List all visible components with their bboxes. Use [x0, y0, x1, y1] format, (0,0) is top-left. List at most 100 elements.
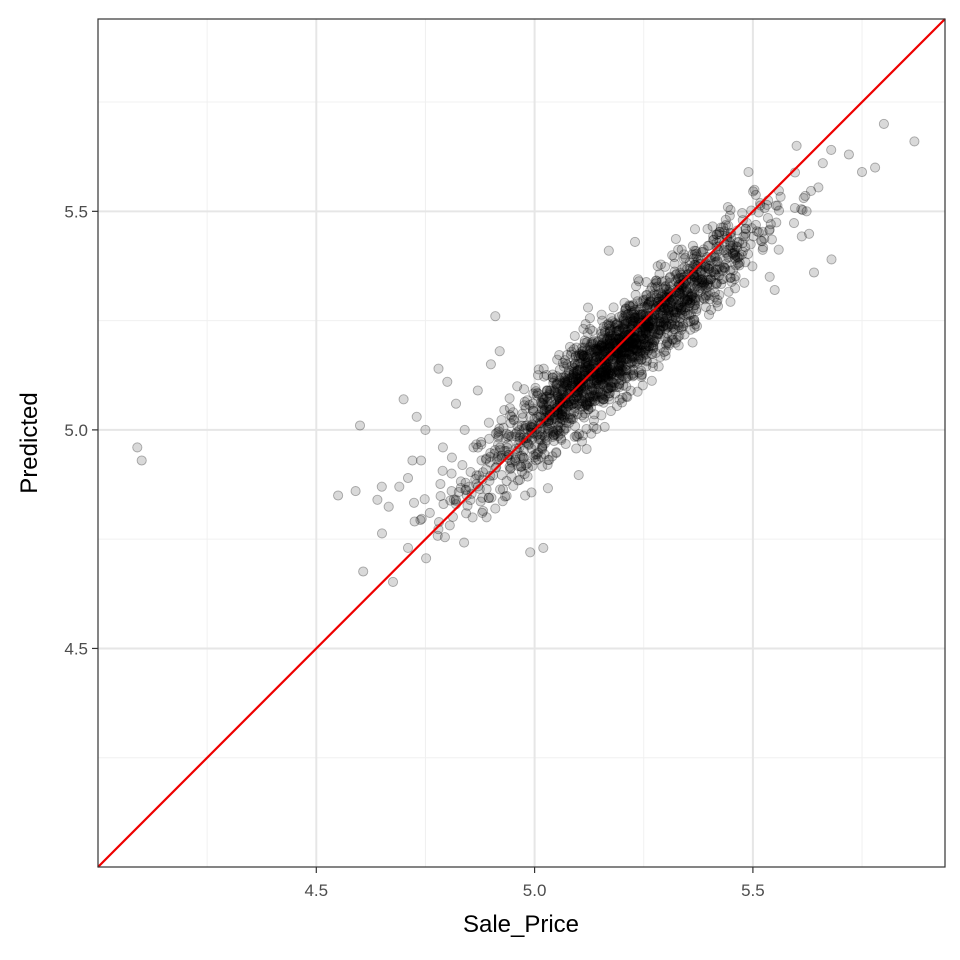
data-point	[603, 388, 614, 399]
data-point	[639, 333, 650, 345]
data-point	[632, 346, 643, 357]
data-point	[709, 251, 720, 262]
data-point	[640, 349, 651, 360]
data-points	[132, 118, 920, 587]
data-point	[558, 425, 569, 436]
data-point	[788, 218, 800, 229]
data-point	[620, 365, 631, 376]
data-point	[569, 362, 580, 373]
data-point	[614, 382, 625, 393]
data-point	[725, 243, 736, 254]
data-point	[660, 313, 671, 324]
data-point	[708, 234, 719, 245]
data-point	[684, 300, 695, 311]
data-point	[589, 409, 600, 420]
data-point	[541, 391, 552, 402]
data-point	[476, 455, 487, 466]
data-point	[635, 309, 647, 320]
data-point	[639, 339, 650, 350]
x-tick-label: 4.5	[304, 881, 328, 900]
data-point	[641, 341, 652, 352]
data-point	[549, 406, 560, 417]
data-point	[557, 410, 568, 421]
data-point	[635, 317, 646, 328]
data-point	[645, 292, 656, 303]
data-point	[551, 380, 562, 391]
data-point	[621, 340, 632, 351]
data-point	[686, 274, 697, 285]
data-point	[690, 245, 701, 256]
data-point	[688, 293, 699, 304]
data-point	[613, 352, 624, 363]
data-point	[640, 327, 651, 338]
data-point	[562, 375, 573, 386]
data-point	[721, 253, 732, 265]
data-point	[605, 330, 616, 341]
data-point	[570, 371, 581, 382]
data-point	[526, 434, 538, 445]
data-point	[566, 414, 577, 425]
data-point	[517, 408, 528, 419]
data-point	[522, 471, 533, 482]
data-point	[640, 322, 651, 333]
data-point	[333, 490, 344, 501]
data-point	[633, 354, 644, 365]
data-point	[648, 323, 659, 334]
data-point	[657, 308, 668, 319]
data-point	[737, 208, 748, 219]
data-point	[769, 284, 780, 296]
data-point	[690, 319, 701, 330]
data-point	[569, 359, 580, 370]
data-point	[658, 317, 669, 328]
data-point	[505, 410, 516, 421]
data-point	[622, 334, 633, 346]
data-point	[537, 461, 548, 472]
data-point	[764, 224, 775, 235]
data-point	[582, 328, 593, 339]
data-point	[420, 424, 431, 435]
data-point	[613, 321, 624, 332]
data-point	[551, 417, 563, 428]
data-point	[591, 351, 602, 362]
data-point	[642, 299, 654, 310]
data-point	[710, 257, 721, 268]
data-point	[603, 373, 614, 384]
data-point	[749, 184, 760, 195]
data-point	[605, 366, 616, 378]
data-point	[691, 275, 703, 286]
data-point	[577, 396, 588, 407]
data-point	[686, 291, 697, 302]
data-point	[572, 373, 584, 385]
data-point	[654, 309, 665, 320]
data-point	[646, 348, 657, 359]
data-point	[607, 316, 618, 327]
data-point	[627, 300, 639, 312]
data-point	[551, 379, 562, 390]
data-point	[376, 481, 387, 492]
data-point	[537, 422, 548, 433]
data-point	[605, 365, 616, 376]
y-tick-label: 5.5	[64, 202, 88, 221]
data-point	[599, 345, 611, 356]
data-point	[616, 397, 628, 408]
data-point	[702, 282, 713, 293]
data-point	[555, 396, 566, 407]
data-point	[641, 361, 652, 372]
data-point	[513, 475, 524, 486]
data-point	[132, 442, 143, 453]
data-point	[674, 287, 686, 298]
data-point	[612, 325, 623, 336]
data-point	[519, 396, 530, 407]
data-point	[620, 340, 632, 351]
data-point	[643, 321, 654, 332]
data-point	[676, 305, 687, 316]
data-point	[655, 320, 666, 332]
data-point	[909, 136, 920, 147]
data-point	[597, 388, 608, 399]
data-point	[624, 300, 635, 311]
data-point	[547, 451, 558, 462]
data-point	[509, 454, 521, 466]
data-point	[796, 231, 807, 242]
data-point	[669, 319, 680, 330]
data-point	[596, 326, 607, 337]
